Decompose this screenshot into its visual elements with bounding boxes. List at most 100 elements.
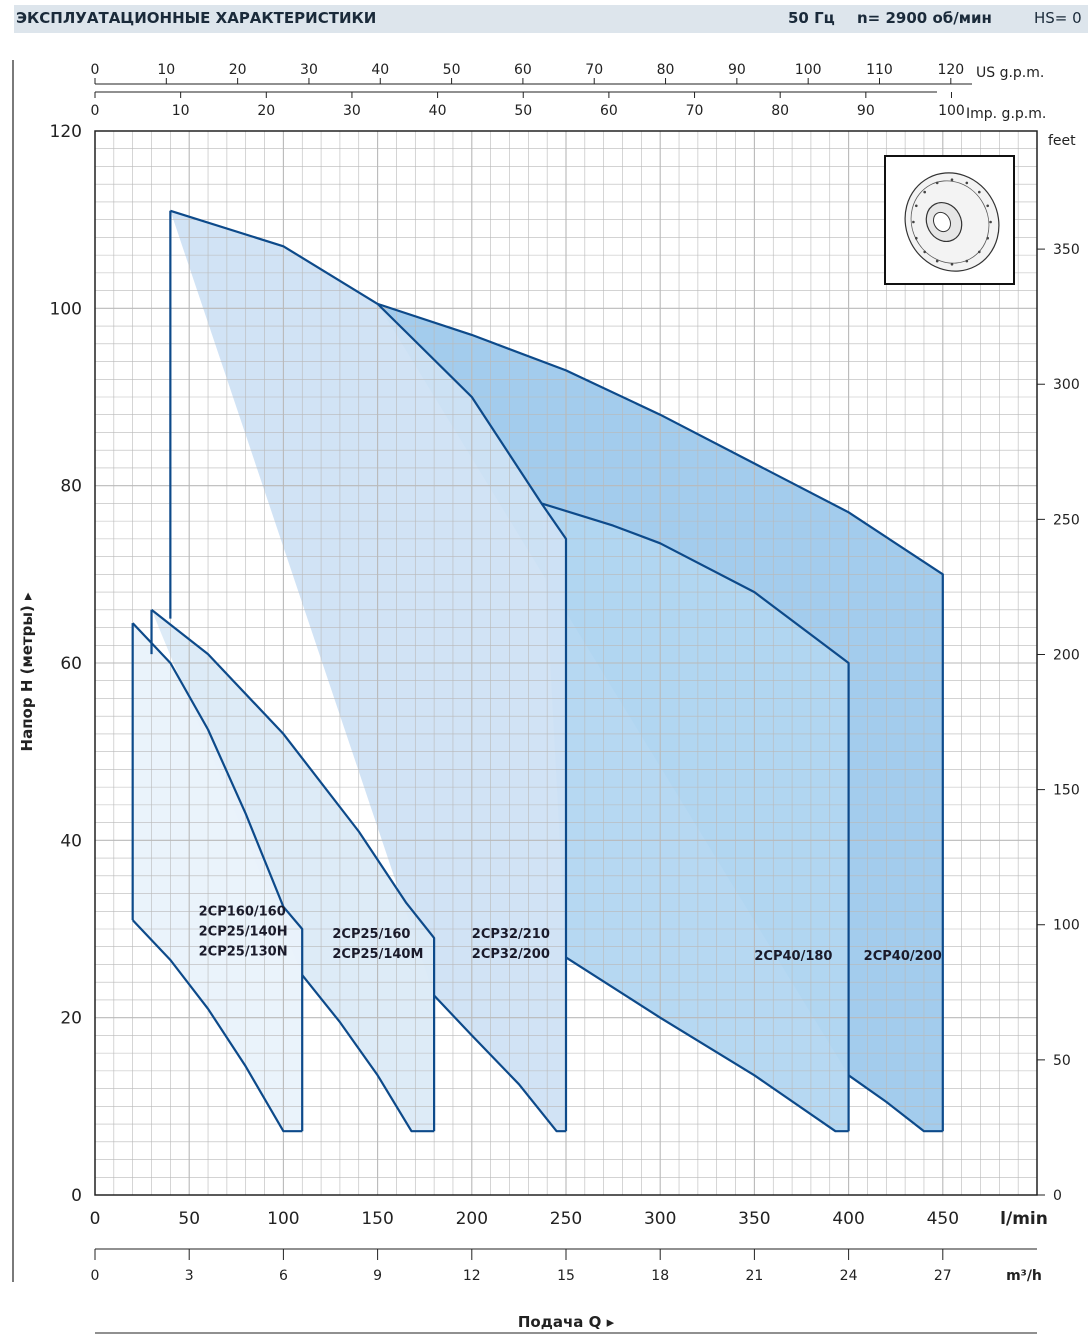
us-gpm-tick-label: 70: [585, 62, 603, 78]
m3h-unit-label: m³/h: [1006, 1268, 1042, 1284]
y-tick-label: 120: [50, 122, 82, 142]
impeller-bolt: [923, 250, 926, 254]
m3h-tick-label: 12: [463, 1268, 481, 1284]
series-label: 2CP40/180: [754, 949, 832, 964]
impeller-bolt: [915, 236, 918, 240]
y-tick-label: 60: [60, 654, 82, 674]
impeller-bolt: [923, 190, 926, 194]
imp-gpm-tick-label: 10: [172, 103, 190, 119]
feet-tick-label: 0: [1053, 1188, 1062, 1204]
x-tick-label: 450: [927, 1209, 959, 1229]
impeller-bolt: [986, 236, 989, 240]
impeller-bolt: [978, 250, 981, 254]
y-tick-label: 100: [50, 299, 82, 319]
feet-tick-label: 350: [1053, 242, 1080, 258]
imp-gpm-tick-label: 80: [771, 103, 789, 119]
imp-gpm-tick-label: 100: [938, 103, 965, 119]
header-bar: [14, 5, 1088, 33]
impeller-bolt: [978, 190, 981, 194]
series-label: 2CP25/140M: [332, 947, 423, 962]
m3h-tick-label: 6: [279, 1268, 288, 1284]
impeller-bolt: [935, 259, 939, 263]
curve-top-2cp40200: [377, 302, 944, 1132]
m3h-tick-label: 15: [557, 1268, 575, 1284]
us-gpm-tick-label: 20: [229, 62, 247, 78]
header-speed: n= 2900 об/мин: [857, 9, 992, 27]
imp-gpm-tick-label: 70: [686, 103, 704, 119]
curve-bottom-2cp40200: [847, 1074, 943, 1133]
x-tick-label: 200: [456, 1209, 488, 1229]
impeller-bolt: [965, 259, 969, 263]
feet-tick-label: 100: [1053, 918, 1080, 934]
us-gpm-tick-label: 50: [443, 62, 461, 78]
x-tick-label: 100: [267, 1209, 299, 1229]
impeller-image: [884, 155, 1015, 285]
curve-bottom-2cp25160: [301, 974, 435, 1133]
feet-tick-label: 200: [1053, 647, 1080, 663]
us-gpm-tick-label: 100: [795, 62, 822, 78]
plot-frame: [94, 130, 1038, 1196]
feet-tick-label: 150: [1053, 783, 1080, 799]
header-title: ЭКСПЛУАТАЦИОННЫЕ ХАРАКТЕРИСТИКИ: [16, 9, 377, 27]
feet-tick-label: 250: [1053, 512, 1080, 528]
x-tick-label: 0: [90, 1209, 101, 1229]
x-unit-label: l/min: [1000, 1209, 1048, 1229]
m3h-tick-label: 27: [934, 1268, 952, 1284]
us-gpm-unit-label: US g.p.m.: [976, 65, 1044, 81]
us-gpm-tick-label: 40: [371, 62, 389, 78]
impeller-bolt: [986, 204, 989, 208]
imp-gpm-unit-label: Imp. g.p.m.: [966, 106, 1046, 122]
curve-top-2cp32: [170, 209, 568, 1132]
series-label: 2CP40/200: [864, 949, 942, 964]
header-frequency: 50 Гц: [788, 9, 835, 27]
imp-gpm-tick-label: 0: [91, 103, 100, 119]
series-label: 2CP160/160: [199, 905, 286, 920]
x-tick-label: 300: [644, 1209, 676, 1229]
imp-gpm-tick-label: 40: [429, 103, 447, 119]
m3h-tick-label: 9: [373, 1268, 382, 1284]
y-tick-label: 20: [60, 1009, 82, 1029]
series-label: 2CP25/130N: [199, 945, 288, 960]
imp-gpm-tick-label: 50: [514, 103, 532, 119]
curve-top-2cp25160: [150, 608, 436, 1132]
y-tick-label: 80: [60, 477, 82, 497]
series-label: 2CP32/200: [472, 947, 550, 962]
curve-bottom-2cp32: [433, 994, 566, 1133]
impeller-bolt: [950, 178, 954, 181]
us-gpm-tick-label: 60: [514, 62, 532, 78]
m3h-tick-label: 24: [840, 1268, 858, 1284]
us-gpm-tick-label: 110: [866, 62, 893, 78]
imp-gpm-tick-label: 90: [857, 103, 875, 119]
impeller-eye: [933, 211, 951, 233]
imp-gpm-tick-label: 30: [343, 103, 361, 119]
x-tick-label: 150: [361, 1209, 393, 1229]
m3h-tick-label: 0: [91, 1268, 100, 1284]
curve-top-2cp160: [131, 622, 304, 1132]
m3h-tick-label: 3: [185, 1268, 194, 1284]
region-2cp32: [170, 210, 566, 1132]
us-gpm-tick-label: 90: [728, 62, 746, 78]
impeller-bolt: [912, 220, 915, 224]
feet-tick-label: 300: [1053, 377, 1080, 393]
impeller-bolt: [915, 204, 918, 208]
y-axis-title: Напор Н (метры) ▸: [18, 592, 36, 751]
feet-axis-title: feet: [1048, 133, 1076, 149]
us-gpm-tick-label: 10: [157, 62, 175, 78]
region-2cp25160: [151, 609, 435, 1132]
y-tick-label: 40: [60, 831, 82, 851]
us-gpm-tick-label: 0: [91, 62, 100, 78]
region-2cp40180: [541, 503, 849, 1132]
imp-gpm-tick-label: 60: [600, 103, 618, 119]
impeller-bolt: [989, 220, 992, 224]
impeller-bolt: [935, 181, 939, 185]
y-tick-label: 0: [71, 1186, 82, 1206]
imp-gpm-tick-label: 20: [257, 103, 275, 119]
region-2cp160: [132, 623, 303, 1132]
curve-bottom-2cp40180: [565, 956, 849, 1133]
series-label: 2CP25/140H: [199, 925, 288, 940]
x-tick-label: 50: [178, 1209, 200, 1229]
series-label: 2CP32/210: [472, 927, 550, 942]
impeller-bolt: [965, 181, 969, 185]
m3h-tick-label: 18: [651, 1268, 669, 1284]
